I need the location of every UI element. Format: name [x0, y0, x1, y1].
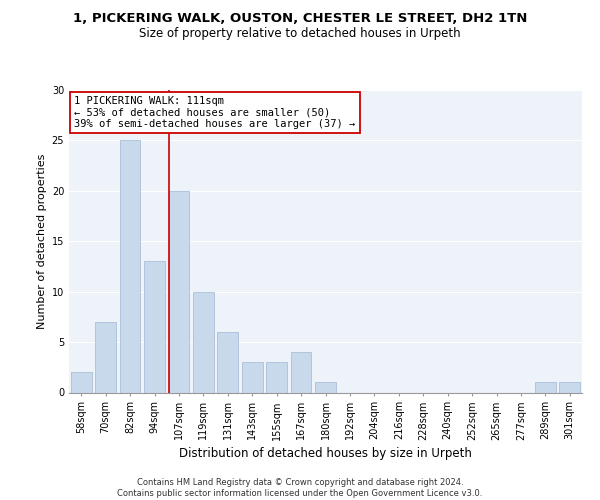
Bar [193, 292, 214, 392]
Bar [315, 382, 336, 392]
Text: 1, PICKERING WALK, OUSTON, CHESTER LE STREET, DH2 1TN: 1, PICKERING WALK, OUSTON, CHESTER LE ST… [73, 12, 527, 26]
Bar [71, 372, 92, 392]
Text: Size of property relative to detached houses in Urpeth: Size of property relative to detached ho… [139, 28, 461, 40]
Y-axis label: Number of detached properties: Number of detached properties [37, 154, 47, 329]
Bar [535, 382, 556, 392]
Bar [217, 332, 238, 392]
Text: 1 PICKERING WALK: 111sqm
← 53% of detached houses are smaller (50)
39% of semi-d: 1 PICKERING WALK: 111sqm ← 53% of detach… [74, 96, 355, 129]
X-axis label: Distribution of detached houses by size in Urpeth: Distribution of detached houses by size … [179, 446, 472, 460]
Bar [169, 191, 190, 392]
Bar [95, 322, 116, 392]
Bar [119, 140, 140, 392]
Bar [242, 362, 263, 392]
Bar [266, 362, 287, 392]
Text: Contains HM Land Registry data © Crown copyright and database right 2024.
Contai: Contains HM Land Registry data © Crown c… [118, 478, 482, 498]
Bar [144, 262, 165, 392]
Bar [559, 382, 580, 392]
Bar [290, 352, 311, 393]
